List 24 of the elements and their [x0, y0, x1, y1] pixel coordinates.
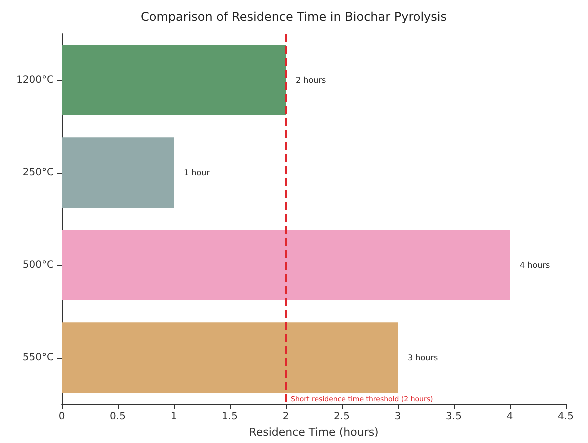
y-tick-label: 250°C: [22, 167, 54, 178]
x-tick-label: 3.5: [446, 412, 462, 423]
x-tick-label: 0: [58, 412, 66, 423]
bar: [62, 138, 174, 208]
x-tick-label: 1: [170, 412, 178, 423]
x-tick-label: 4: [506, 412, 514, 423]
bar: [62, 322, 398, 393]
data-label: 3 hours: [408, 353, 438, 362]
data-label: 2 hours: [296, 76, 326, 85]
x-tick-label: 0.5: [110, 412, 126, 423]
data-label: 1 hour: [184, 168, 211, 178]
y-tick-label: 500°C: [22, 260, 54, 271]
x-axis-title: Residence Time (hours): [249, 426, 379, 439]
x-tick-label: 2.5: [334, 412, 350, 423]
x-tick-label: 1.5: [222, 412, 238, 423]
x-tick-label: 4.5: [558, 412, 574, 423]
x-tick-label: 2: [282, 412, 290, 423]
y-tick-label: 1200°C: [16, 74, 54, 86]
chart-title: Comparison of Residence Time in Biochar Pyrolysis: [141, 10, 447, 24]
bar: [62, 45, 286, 116]
y-tick-label: 550°C: [22, 352, 54, 364]
data-label: 4 hours: [520, 260, 550, 270]
bar: [62, 230, 510, 300]
x-tick-label: 3: [394, 412, 402, 423]
